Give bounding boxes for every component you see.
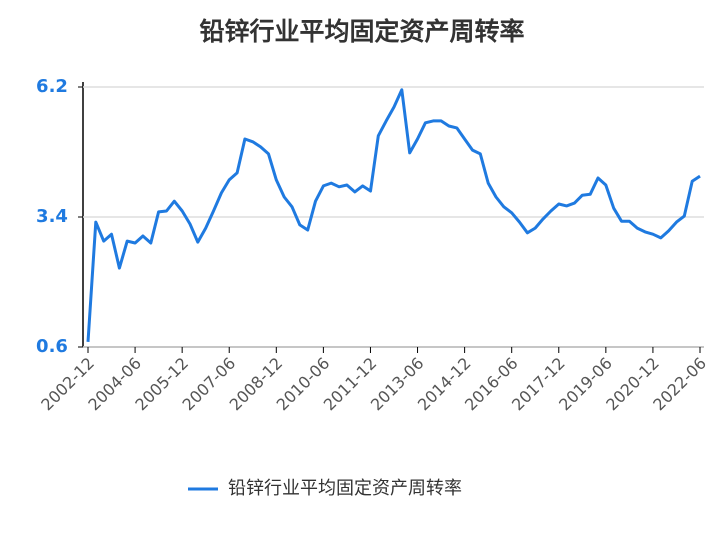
y-tick-label: 3.4 — [36, 206, 68, 227]
line-series — [86, 88, 701, 342]
legend-label: 铅锌行业平均固定资产周转率 — [228, 478, 462, 499]
y-tick-label: 6.2 — [36, 76, 68, 97]
chart-title: 铅锌行业平均固定资产周转率 — [199, 17, 524, 46]
y-tick-label: 0.6 — [36, 336, 68, 357]
